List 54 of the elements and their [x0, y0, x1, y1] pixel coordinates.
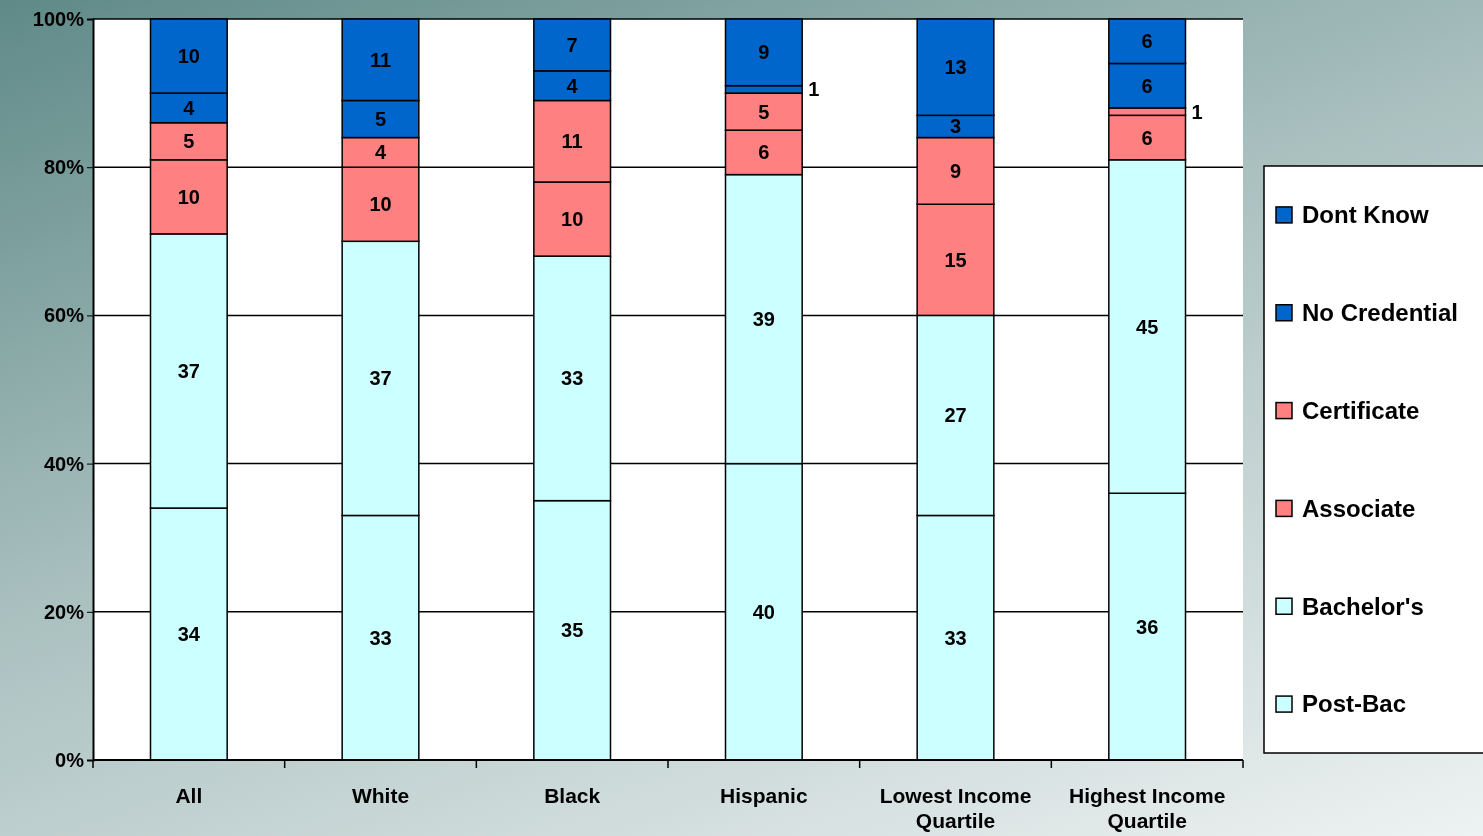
- data-label: 37: [177, 359, 200, 382]
- y-tick-label: 60%: [43, 304, 85, 327]
- y-tick-label: 0%: [55, 748, 85, 771]
- data-label: 40: [752, 600, 775, 623]
- data-label: 5: [758, 100, 770, 123]
- data-label: 10: [177, 45, 200, 68]
- x-tick-label: White: [351, 784, 410, 807]
- data-label: 9: [949, 159, 962, 182]
- data-label: 6: [1141, 126, 1153, 149]
- x-tick-label: Hispanic: [720, 784, 808, 807]
- data-label: 4: [566, 74, 579, 97]
- legend-label: Post-Bac: [1302, 690, 1407, 718]
- y-tick-label: 80%: [43, 156, 85, 179]
- data-label: 33: [944, 626, 967, 649]
- data-label: 11: [369, 48, 392, 71]
- x-tick-label: All: [175, 784, 203, 807]
- data-label: 7: [566, 33, 578, 56]
- legend-label: Dont Know: [1302, 201, 1429, 229]
- x-tick-label: Highest Income Quartile: [1068, 784, 1226, 833]
- data-label: 36: [1136, 615, 1159, 638]
- legend-label: Certificate: [1302, 396, 1420, 424]
- data-label: 39: [752, 308, 775, 331]
- data-label: 4: [374, 141, 387, 164]
- data-label: 4: [183, 96, 196, 119]
- data-label: 5: [183, 130, 195, 153]
- data-label: 45: [1136, 315, 1159, 338]
- legend-label: Associate: [1302, 494, 1416, 522]
- data-label: 35: [561, 619, 584, 642]
- data-label: 10: [177, 185, 200, 208]
- data-label: 11: [561, 130, 583, 153]
- y-tick-label: 40%: [43, 452, 85, 475]
- legend-label: Bachelor's: [1302, 592, 1424, 620]
- data-label: 33: [369, 626, 392, 649]
- data-label: 1: [808, 78, 820, 101]
- data-label: 9: [758, 41, 770, 64]
- data-label: 6: [1141, 74, 1153, 97]
- data-label: 27: [944, 404, 967, 427]
- data-label: 10: [561, 208, 584, 231]
- data-label: 13: [944, 56, 967, 79]
- x-tick-label: Black: [544, 784, 601, 807]
- data-label: 5: [374, 108, 387, 131]
- data-label: 33: [561, 367, 584, 390]
- legend-label: No Credential: [1302, 299, 1459, 327]
- data-label: 3: [949, 115, 962, 138]
- x-tick-label: Lowest Income Quartile: [879, 784, 1032, 833]
- data-label: 6: [758, 141, 770, 164]
- data-label: 15: [944, 248, 967, 271]
- data-label: 6: [1141, 30, 1153, 53]
- y-tick-label: 100%: [32, 7, 85, 30]
- data-label: 1: [1191, 100, 1203, 123]
- data-label: 34: [177, 623, 201, 646]
- data-label: 10: [369, 193, 392, 216]
- data-label: 37: [369, 367, 392, 390]
- y-tick-label: 20%: [43, 600, 85, 623]
